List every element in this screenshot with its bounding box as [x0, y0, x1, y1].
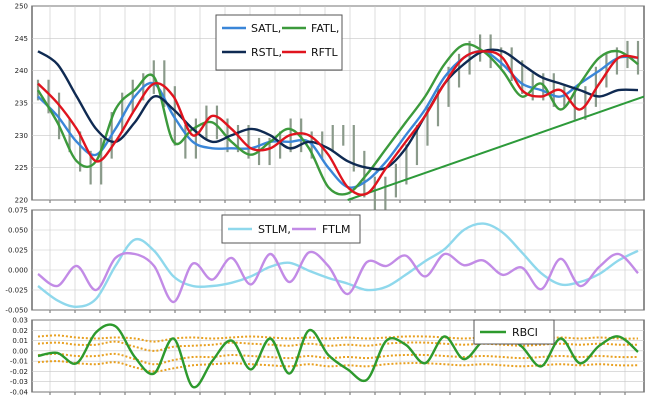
y-tick-label: -0.025 — [5, 287, 28, 295]
y-tick-label: 225 — [15, 164, 28, 172]
price-trendline — [347, 95, 645, 201]
legend-label-fatl: FATL, — [311, 22, 339, 35]
rbci-series-lines — [37, 323, 639, 389]
legend-label-ftlm: FTLM — [322, 223, 350, 236]
series-line-rftl — [37, 50, 639, 196]
y-tick-label: -0.04 — [10, 389, 29, 397]
series-line-rbci — [37, 323, 639, 389]
series-line-fatl — [36, 43, 639, 196]
legend-label-rftl: RFTL — [311, 46, 338, 59]
rbci-band-line — [37, 334, 639, 343]
price-panel-y-ticks: 250 245 240 235 230 225 220 — [15, 3, 28, 205]
y-tick-label: 0.01 — [12, 337, 28, 345]
y-tick-label: 0.050 — [8, 227, 28, 235]
rbci-band-line — [37, 352, 639, 366]
legend-label-rstl: RSTL, — [251, 46, 282, 59]
y-tick-label: -0.03 — [10, 378, 28, 386]
oscillator-panel: 0.075 0.050 0.025 0.000 -0.025 -0.050 STLM, F… — [5, 207, 645, 315]
y-tick-label: 230 — [15, 132, 28, 140]
oscillator-panel-grid — [32, 209, 644, 313]
series-line-ftlm — [37, 250, 639, 304]
price-series-lines — [36, 43, 639, 196]
y-tick-label: 220 — [15, 197, 28, 205]
price-panel: 250 245 240 235 230 225 220 SATL, FATL, RSTL, … — [15, 3, 645, 211]
support-trendline — [347, 95, 645, 201]
legend-label-rbci: RBCI — [512, 326, 538, 339]
rbci-panel-grid — [32, 319, 644, 395]
oscillator-legend: STLM, FTLM — [221, 214, 361, 244]
rbci-panel-y-ticks: 0.03 0.02 0.01 0.00 -0.01 -0.02 -0.03 -0.04 — [10, 317, 29, 397]
price-legend-box — [215, 14, 343, 71]
y-tick-label: 235 — [15, 100, 28, 108]
price-legend: SATL, FATL, RSTL, RFTL — [215, 14, 343, 71]
rbci-band-line — [37, 340, 639, 352]
y-tick-label: 0.075 — [8, 207, 28, 215]
series-line-rstl — [37, 48, 639, 171]
y-tick-label: -0.050 — [5, 307, 28, 315]
series-line-satl — [37, 49, 639, 189]
y-tick-label: 0.02 — [12, 327, 28, 335]
y-tick-label: 250 — [15, 3, 28, 11]
oscillator-series-lines — [37, 222, 639, 309]
legend-label-stlm: STLM, — [258, 223, 291, 236]
y-tick-label: -0.01 — [10, 358, 28, 366]
y-tick-label: 240 — [15, 67, 28, 75]
y-tick-label: 0.00 — [12, 347, 28, 355]
y-tick-label: -0.02 — [10, 368, 28, 376]
legend-label-satl: SATL, — [251, 22, 281, 35]
y-tick-label: 0.000 — [8, 267, 28, 275]
rbci-legend: RBCI — [473, 319, 555, 345]
y-tick-label: 0.025 — [8, 247, 28, 255]
rbci-panel: 0.03 0.02 0.01 0.00 -0.01 -0.02 -0.03 -0.04 RBC… — [10, 317, 645, 397]
y-tick-label: 245 — [15, 35, 28, 43]
oscillator-panel-y-ticks: 0.075 0.050 0.025 0.000 -0.025 -0.050 — [5, 207, 28, 315]
y-tick-label: 0.03 — [12, 317, 28, 325]
